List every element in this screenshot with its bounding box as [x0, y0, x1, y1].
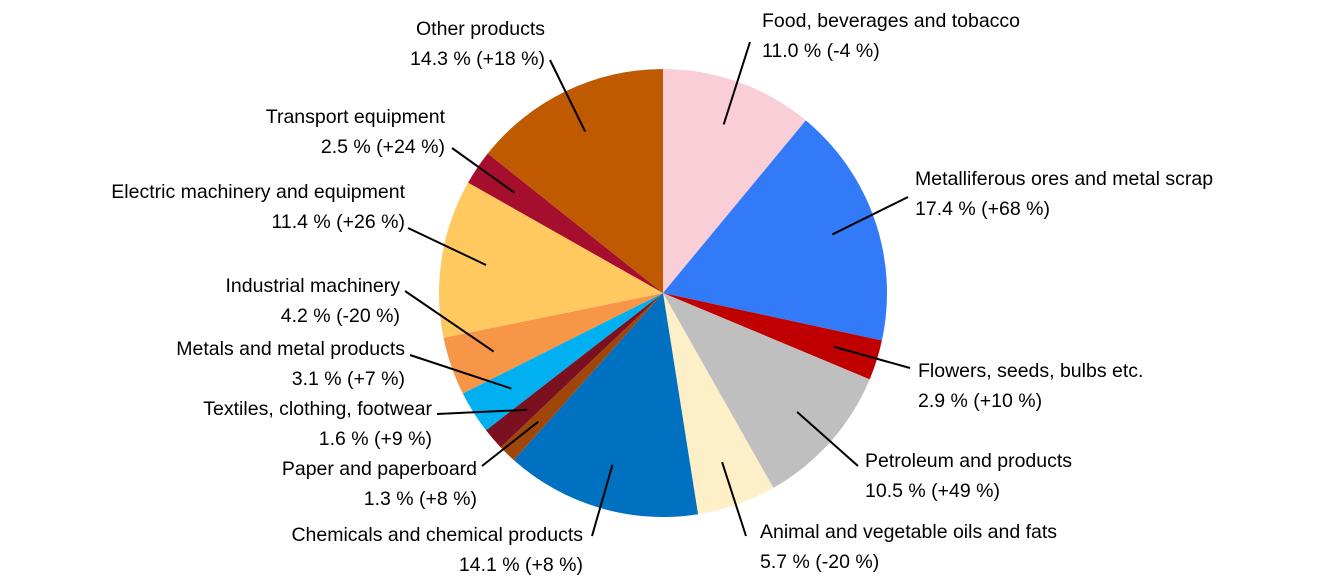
leader-line	[409, 354, 512, 390]
leader-line	[407, 227, 487, 266]
value-label: 14.1 % (+8 %)	[459, 554, 583, 576]
slice-label: Industrial machinery	[226, 275, 401, 297]
pie-slice	[443, 293, 663, 394]
leader-line	[549, 59, 587, 133]
value-label: 14.3 % (+18 %)	[410, 48, 545, 70]
leader-line	[831, 196, 909, 236]
slice-label: Animal and vegetable oils and fats	[760, 521, 1057, 543]
value-label: 1.6 % (+9 %)	[319, 428, 432, 450]
pie-slice	[468, 153, 663, 293]
pie-slice	[663, 120, 887, 341]
pie-slice	[513, 293, 699, 517]
pie-slice	[663, 69, 806, 293]
pie-slice	[500, 293, 663, 461]
value-label: 1.3 % (+8 %)	[364, 488, 477, 510]
value-label: 11.4 % (+26 %)	[271, 211, 405, 233]
slice-label: Food, beverages and tobacco	[762, 10, 1020, 32]
pie-slice	[487, 69, 663, 293]
pie-slice	[462, 293, 663, 431]
leader-line	[481, 420, 539, 467]
pie-slice	[663, 293, 870, 488]
value-label: 4.2 % (-20 %)	[281, 305, 400, 327]
slice-label: Flowers, seeds, bulbs etc.	[918, 360, 1143, 382]
pie-slice	[663, 293, 774, 515]
pie-slice	[663, 293, 882, 380]
leader-line	[451, 147, 516, 194]
slice-label: Textiles, clothing, footwear	[203, 398, 432, 420]
leader-line	[436, 408, 528, 415]
value-label: 3.1 % (+7 %)	[292, 368, 405, 390]
slice-label: Chemicals and chemical products	[291, 524, 583, 546]
leader-line	[722, 41, 751, 125]
value-label: 10.5 % (+49 %)	[865, 480, 1000, 502]
pie-slice	[486, 293, 663, 448]
value-label: 11.0 % (-4 %)	[762, 40, 880, 62]
value-label: 5.7 % (-20 %)	[760, 551, 879, 573]
slice-label: Electric machinery and equipment	[111, 181, 405, 203]
leader-line	[796, 411, 859, 467]
value-label: 2.5 % (+24 %)	[321, 136, 445, 158]
value-label: 2.9 % (+10 %)	[918, 390, 1042, 412]
pie-slice	[439, 182, 663, 338]
leader-line	[591, 464, 614, 537]
leader-line	[721, 461, 747, 537]
slice-label: Transport equipment	[266, 106, 446, 128]
slice-label: Petroleum and products	[865, 450, 1072, 472]
leader-line	[833, 345, 911, 369]
leader-line	[404, 290, 495, 353]
slice-label: Metals and metal products	[176, 338, 405, 360]
slice-label: Other products	[416, 18, 545, 40]
slice-label: Metalliferous ores and metal scrap	[915, 168, 1213, 190]
value-label: 17.4 % (+68 %)	[915, 198, 1050, 220]
slice-label: Paper and paperboard	[282, 458, 477, 480]
